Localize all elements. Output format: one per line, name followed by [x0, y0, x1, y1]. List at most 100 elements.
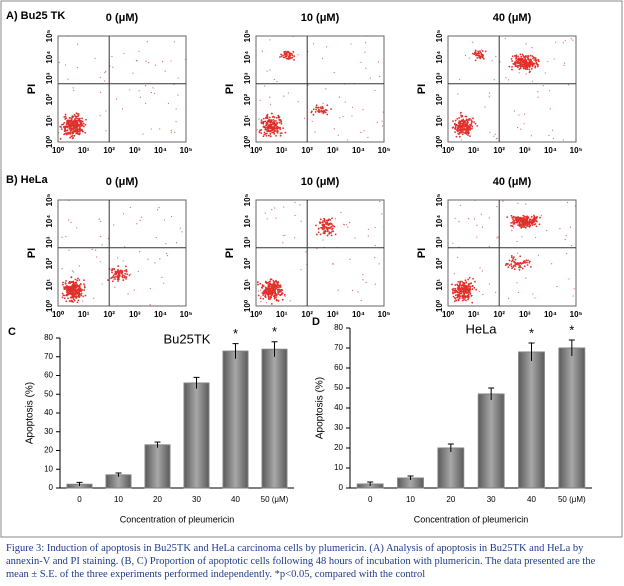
cell-dot — [117, 265, 120, 267]
cell-dot — [122, 260, 124, 262]
error-bar — [568, 339, 575, 356]
cell-dot — [470, 123, 473, 125]
cell-dot — [122, 108, 124, 110]
x-tick-label: 10¹ — [78, 310, 90, 319]
cell-dot — [142, 133, 144, 135]
cell-dot — [456, 117, 459, 120]
cell-dot — [331, 227, 334, 230]
cell-dot — [339, 117, 341, 119]
cell-dot — [347, 139, 349, 141]
y-tick-label: 0 — [49, 483, 54, 492]
cell-dot — [553, 58, 555, 60]
cell-dot — [461, 295, 464, 298]
y-tick-label: 10⁵ — [435, 29, 444, 42]
cell-dot — [118, 274, 121, 277]
cell-dot — [464, 124, 466, 127]
y-tick-label: 10⁴ — [243, 51, 252, 64]
cell-dot — [274, 288, 276, 291]
cell-dot — [177, 94, 179, 96]
cell-dot — [317, 227, 320, 230]
cell-dot — [66, 122, 69, 125]
cell-dot — [68, 117, 71, 119]
cell-dot — [316, 106, 319, 109]
cell-dot — [105, 110, 107, 112]
significance-mark: * — [272, 324, 277, 339]
cell-dot — [511, 68, 513, 71]
cell-dot — [170, 60, 172, 62]
cell-dot — [319, 233, 322, 236]
cell-dot — [528, 261, 531, 264]
cell-dot — [374, 226, 376, 229]
cell-dot — [511, 221, 514, 224]
cell-dot — [512, 215, 515, 218]
cell-dot — [78, 290, 81, 293]
error-bar — [193, 376, 200, 389]
cell-dot — [326, 234, 329, 237]
cell-dot — [73, 134, 76, 137]
cell-dot — [322, 111, 325, 114]
cell-dot — [461, 124, 464, 127]
cell-dot — [148, 62, 150, 64]
x-tick-label: 10¹ — [276, 146, 288, 155]
cell-dot — [511, 266, 514, 269]
axis-label: PI — [416, 84, 428, 94]
cell-dot — [139, 219, 141, 221]
cell-dot — [78, 284, 81, 287]
cell-dot — [173, 41, 175, 43]
significance-mark: * — [233, 326, 238, 341]
cell-dot — [259, 99, 261, 101]
cell-dot — [61, 283, 64, 286]
cell-dot — [525, 66, 528, 68]
cell-dot — [510, 214, 513, 217]
y-tick-label: 10² — [243, 93, 252, 105]
cell-dot — [454, 123, 456, 126]
cell-dot — [275, 298, 278, 301]
cell-dot — [515, 59, 518, 62]
cell-dot — [77, 277, 79, 280]
cell-dot — [158, 207, 160, 209]
cell-dot — [345, 224, 347, 226]
cell-dot — [534, 65, 537, 68]
x-tick-label: 10³ — [327, 146, 339, 155]
y-tick-label: 70 — [44, 352, 53, 361]
cell-dot — [170, 131, 172, 133]
x-tick-label: 10⁵ — [180, 146, 193, 155]
panel-label: C — [8, 326, 16, 338]
cell-dot — [75, 116, 78, 119]
cell-dot — [269, 132, 272, 135]
cell-dot — [325, 226, 328, 229]
cell-dot — [290, 52, 293, 55]
cell-dot — [262, 117, 265, 120]
y-tick-label: 10⁵ — [243, 193, 252, 206]
cell-dot — [512, 256, 515, 259]
x-tick-label: 10³ — [129, 146, 141, 155]
bar — [144, 444, 171, 489]
cell-dot — [472, 277, 474, 280]
plot-frame — [255, 35, 385, 143]
cell-dot — [488, 283, 491, 285]
cell-dot — [259, 282, 262, 285]
x-tick-label: 10⁵ — [378, 310, 391, 319]
cell-dot — [564, 40, 566, 42]
cell-dot — [71, 121, 74, 124]
cell-dot — [126, 273, 129, 275]
cell-dot — [562, 139, 564, 141]
cell-dot — [74, 285, 77, 288]
cell-dot — [519, 216, 522, 219]
cell-dot — [272, 287, 275, 290]
y-tick-label: 50 — [44, 389, 53, 398]
plot-title: 40 (μM) — [493, 12, 532, 24]
cell-dot — [463, 296, 466, 299]
cell-dot — [455, 289, 458, 292]
cell-dot — [71, 287, 74, 290]
cell-dot — [81, 124, 84, 127]
y-tick-label: 10¹ — [243, 279, 252, 291]
cell-dot — [291, 54, 294, 57]
cell-dot — [454, 125, 457, 127]
cell-dot — [300, 220, 302, 222]
cell-dot — [517, 202, 519, 204]
cell-dot — [471, 288, 474, 290]
cell-dot — [461, 129, 464, 131]
cell-dot — [482, 57, 485, 60]
cell-dot — [286, 52, 288, 55]
